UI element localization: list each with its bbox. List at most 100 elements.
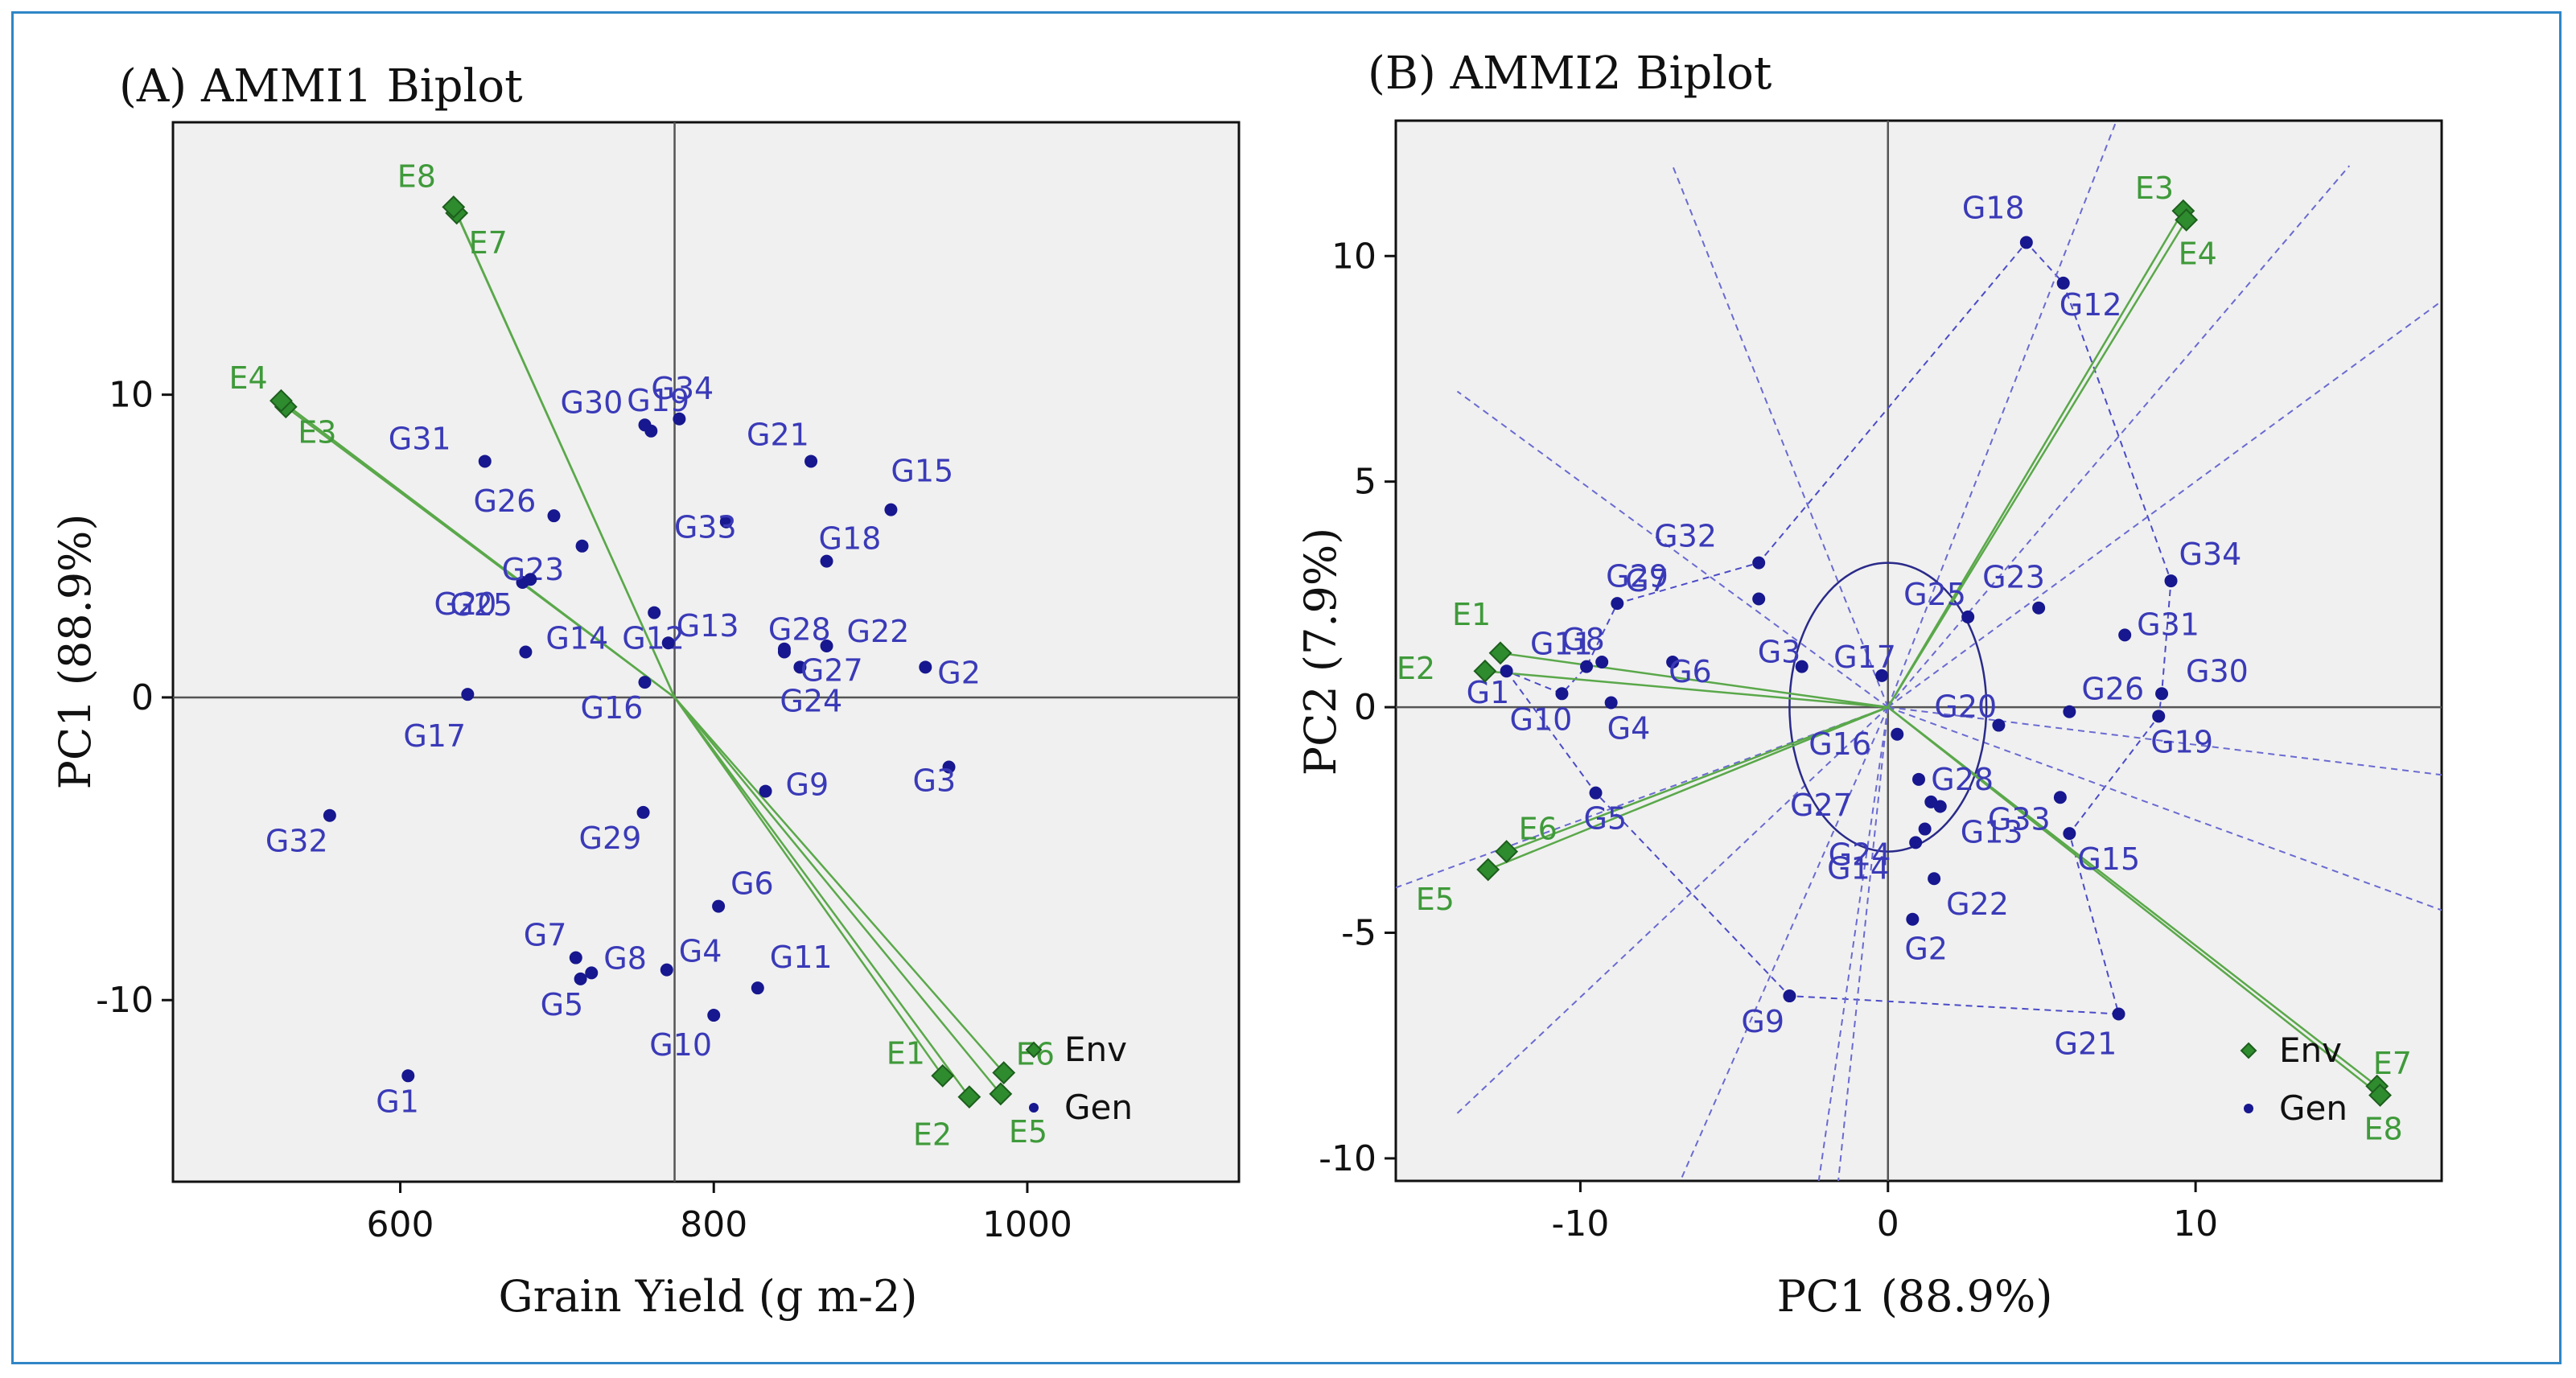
genotype-label: G3: [1758, 635, 1801, 670]
genotype-label: G24: [1829, 837, 1891, 873]
genotype-point: [1580, 660, 1594, 673]
figure-frame: [11, 11, 2562, 1364]
genotype-point: [575, 539, 589, 553]
genotype-label: G2: [937, 655, 981, 690]
genotype-point: [919, 660, 932, 674]
environment-label: E3: [2135, 171, 2174, 206]
x-axis-label: Grain Yield (g m-2): [499, 1271, 918, 1322]
genotype-point: [1752, 592, 1766, 606]
environment-label: E8: [2364, 1111, 2403, 1146]
genotype-label: G11: [1530, 627, 1593, 662]
genotype-point: [2063, 827, 2076, 841]
genotype-point: [478, 455, 492, 468]
genotype-point: [820, 554, 833, 568]
env-vector: [1887, 219, 2187, 708]
genotype-label: G15: [891, 454, 953, 489]
genotype-point: [1909, 836, 1923, 849]
genotype-point: [2053, 791, 2067, 804]
y-axis-label: PC1 (88.9%): [50, 514, 101, 790]
genotype-label: G19: [627, 383, 689, 418]
sector-ray: [1456, 390, 1889, 708]
genotype-point: [2056, 276, 2070, 290]
genotype-point: [1595, 656, 1609, 669]
genotype-point: [2118, 628, 2132, 642]
genotype-label: G12: [2060, 287, 2122, 323]
environment-label: E7: [2373, 1046, 2412, 1081]
genotype-label: G9: [1741, 1004, 1784, 1039]
genotype-label: G17: [1833, 640, 1896, 675]
environment-point: [989, 1082, 1013, 1106]
environment-point: [1476, 858, 1500, 882]
genotype-point: [461, 688, 475, 701]
genotype-point: [1589, 786, 1603, 800]
env-vector: [673, 697, 944, 1077]
legend-gen-marker: [2244, 1104, 2253, 1113]
genotype-label: G13: [677, 608, 739, 644]
genotype-point: [942, 760, 956, 774]
genotype-label: G21: [2055, 1026, 2117, 1061]
environment-label: E7: [469, 225, 508, 261]
genotype-label: G9: [786, 767, 829, 803]
genotype-label: G23: [1982, 560, 2045, 595]
genotype-label: G21: [747, 417, 809, 452]
environment-label: E2: [913, 1117, 952, 1153]
genotype-label: G26: [2081, 672, 2144, 707]
genotype-label: G2: [1904, 932, 1948, 967]
genotype-label: G31: [2137, 607, 2199, 642]
genotype-label: G1: [1467, 675, 1510, 710]
plot-inner: [173, 122, 1239, 1182]
genotype-point: [1992, 718, 2006, 732]
genotype-point: [1875, 668, 1889, 682]
env-vector: [673, 697, 970, 1098]
environment-point: [931, 1063, 955, 1088]
genotype-point: [2112, 1007, 2125, 1021]
x-tick-label: 1000: [982, 1204, 1072, 1245]
env-vector: [1484, 669, 1888, 709]
genotype-point: [638, 676, 652, 689]
genotype-point: [660, 963, 673, 977]
x-tick-label: 0: [1877, 1203, 1899, 1244]
genotype-point: [804, 455, 818, 468]
genotype-label: G8: [603, 940, 647, 976]
genotype-point: [2063, 705, 2076, 718]
genotype-label: G33: [674, 510, 737, 545]
env-vector: [1506, 705, 1889, 853]
genotype-point: [638, 418, 652, 432]
genotype-point: [636, 805, 650, 819]
genotype-point: [1604, 696, 1618, 710]
genotype-point: [707, 1009, 721, 1022]
genotype-label: G4: [679, 934, 722, 969]
legend-gen-label: Gen: [2279, 1088, 2348, 1128]
genotype-point: [793, 660, 807, 674]
genotype-label: G19: [2150, 724, 2213, 759]
genotype-point: [1918, 822, 1932, 836]
y-tick-label: -10: [96, 980, 154, 1021]
genotype-label: G24: [780, 683, 842, 718]
genotype-label: G3: [913, 763, 957, 798]
genotype-label: G22: [847, 614, 910, 649]
environment-point: [1495, 840, 1519, 863]
legend-env-marker: [1025, 1041, 1043, 1059]
legend-gen-label: Gen: [1064, 1088, 1133, 1127]
genotype-point: [1783, 989, 1796, 1003]
genotype-label: G20: [434, 586, 497, 622]
genotype-point: [1500, 664, 1513, 678]
chart-panel-b: G1 G2 G3 G4 G5 G6 G7 G8 G9 G10 G11 G12 G13 G14 G15 G16 G…: [1295, 47, 2443, 1322]
environment-label: E5: [1009, 1114, 1047, 1150]
genotype-label: G10: [1509, 701, 1572, 737]
env-vector: [1887, 706, 2381, 1096]
genotype-label: G1: [376, 1084, 419, 1119]
environment-label: E1: [1452, 597, 1491, 632]
genotype-point: [1891, 727, 1904, 741]
genotype-point: [585, 966, 599, 980]
genotype-label: G14: [545, 621, 608, 656]
x-tick-label: 800: [680, 1204, 747, 1245]
genotype-point: [751, 981, 764, 995]
genotype-label: G26: [473, 483, 536, 519]
genotype-point: [2164, 574, 2178, 588]
genotype-label: G34: [2179, 537, 2242, 572]
genotype-label: G31: [389, 421, 451, 456]
environment-point: [957, 1085, 981, 1109]
x-tick-label: 10: [2173, 1203, 2218, 1244]
genotype-point: [648, 606, 661, 619]
